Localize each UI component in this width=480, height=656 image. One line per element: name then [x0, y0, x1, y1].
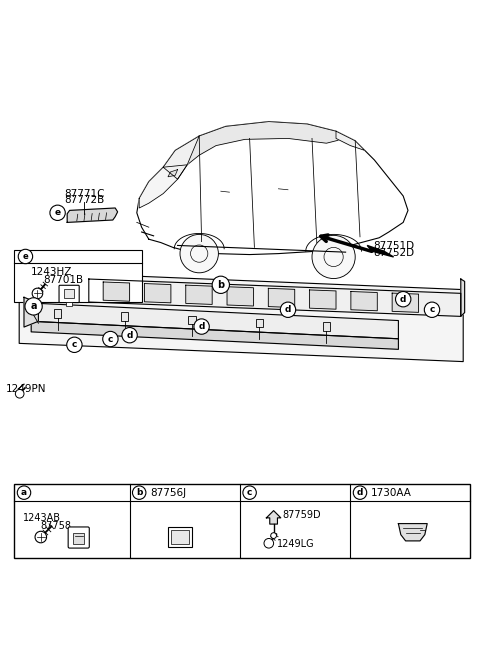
Text: d: d [400, 295, 407, 304]
Polygon shape [268, 289, 295, 308]
Circle shape [15, 390, 24, 398]
Polygon shape [137, 121, 408, 255]
Circle shape [132, 486, 146, 499]
Text: c: c [108, 335, 113, 344]
Circle shape [424, 302, 440, 318]
Polygon shape [19, 272, 463, 361]
Text: c: c [72, 340, 77, 349]
Polygon shape [351, 291, 377, 311]
Bar [54, 309, 61, 318]
Polygon shape [461, 279, 465, 316]
Circle shape [17, 486, 31, 499]
Polygon shape [227, 287, 253, 306]
Circle shape [180, 234, 218, 273]
Polygon shape [89, 279, 461, 316]
Text: 87772B: 87772B [64, 195, 104, 205]
Circle shape [396, 291, 411, 307]
Circle shape [35, 531, 47, 543]
Circle shape [50, 205, 65, 220]
Polygon shape [182, 121, 346, 165]
Circle shape [212, 276, 229, 293]
Bar [14, 484, 470, 558]
Bar [14, 250, 142, 302]
Bar [188, 316, 196, 324]
FancyBboxPatch shape [68, 527, 89, 548]
Circle shape [194, 319, 209, 335]
Text: d: d [357, 488, 363, 497]
Polygon shape [31, 321, 398, 350]
Bar [323, 322, 330, 331]
Polygon shape [144, 283, 171, 303]
Text: d: d [198, 322, 205, 331]
Polygon shape [31, 303, 398, 338]
Text: 87758: 87758 [41, 521, 72, 531]
Polygon shape [336, 131, 365, 150]
Circle shape [312, 236, 355, 279]
Bar [256, 319, 263, 327]
Text: 87701B: 87701B [43, 275, 84, 285]
Bar [73, 533, 84, 544]
Polygon shape [163, 136, 199, 179]
Bar [66, 302, 72, 306]
Circle shape [32, 288, 43, 298]
Text: 1243HZ: 1243HZ [31, 268, 72, 277]
Polygon shape [103, 282, 130, 301]
Text: 1243AB: 1243AB [23, 513, 61, 523]
Text: c: c [429, 305, 435, 314]
Text: d: d [285, 305, 291, 314]
Text: 87751D: 87751D [373, 241, 415, 251]
Circle shape [103, 331, 118, 347]
Polygon shape [310, 290, 336, 309]
Polygon shape [392, 293, 419, 312]
Polygon shape [24, 297, 38, 327]
Text: a: a [21, 488, 27, 497]
Circle shape [25, 298, 42, 315]
Circle shape [264, 539, 274, 548]
Polygon shape [168, 170, 178, 177]
Text: d: d [126, 331, 133, 340]
Text: a: a [30, 301, 37, 312]
Text: b: b [136, 488, 143, 497]
FancyBboxPatch shape [59, 285, 79, 302]
Text: e: e [55, 209, 60, 217]
Polygon shape [67, 208, 118, 222]
Text: 87756J: 87756J [150, 487, 186, 498]
Text: 87771C: 87771C [64, 189, 104, 199]
Text: c: c [247, 488, 252, 497]
Text: 87759D: 87759D [282, 510, 321, 520]
Text: 87752D: 87752D [373, 247, 415, 258]
Bar [64, 289, 74, 298]
FancyBboxPatch shape [168, 527, 192, 547]
Text: 1249LG: 1249LG [277, 539, 315, 549]
Circle shape [271, 533, 276, 539]
Circle shape [122, 327, 137, 343]
Bar [121, 312, 129, 321]
Circle shape [67, 337, 82, 352]
Text: b: b [217, 280, 224, 290]
Polygon shape [266, 510, 281, 524]
Bar [171, 530, 189, 544]
Circle shape [353, 486, 367, 499]
Polygon shape [367, 245, 394, 257]
Text: 1249PN: 1249PN [6, 384, 46, 394]
Polygon shape [186, 285, 212, 304]
Text: e: e [23, 252, 28, 261]
Circle shape [280, 302, 296, 318]
Polygon shape [139, 165, 187, 208]
Circle shape [18, 249, 33, 264]
Circle shape [243, 486, 256, 499]
Text: 1730AA: 1730AA [371, 487, 411, 498]
Polygon shape [398, 523, 427, 541]
